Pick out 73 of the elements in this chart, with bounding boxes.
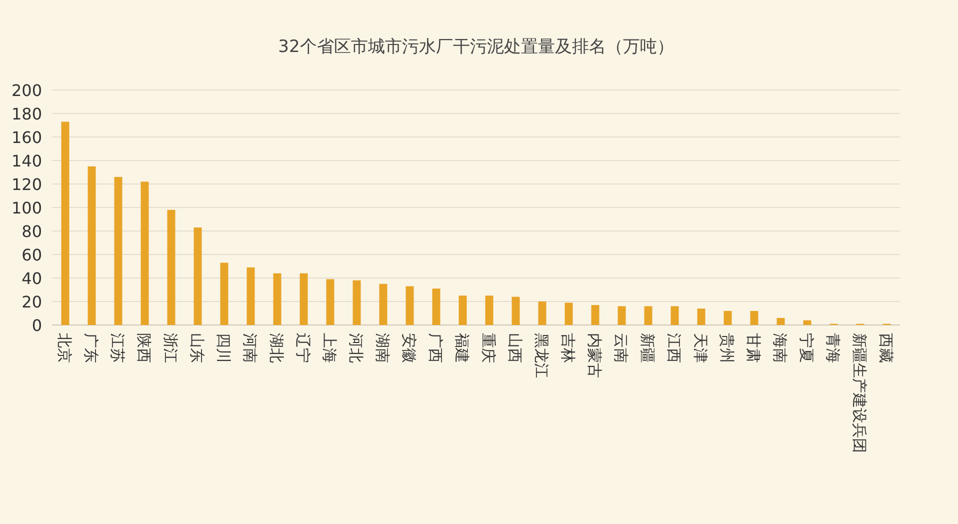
x-tick-label: 浙江 [161,333,180,363]
x-tick-label: 山东 [188,333,206,363]
bar [564,302,573,325]
x-tick-label: 海南 [770,333,789,363]
bar [194,227,202,325]
bar [88,166,96,325]
x-tick-label: 吉林 [558,333,577,363]
bar [512,296,520,325]
bar [432,288,440,325]
y-tick-label: 0 [32,316,42,335]
y-tick-label: 40 [22,269,42,288]
x-tick-label: 福建 [452,333,471,363]
bar [485,296,494,325]
x-tick-label: 湖南 [373,333,392,363]
x-tick-label: 湖北 [267,333,286,363]
bar [246,267,255,325]
x-tick-label: 上海 [320,333,338,363]
x-tick-label: 陕西 [134,333,153,363]
x-tick-label: 西藏 [876,333,895,363]
x-tick-label: 青海 [824,333,842,363]
bar [697,308,706,325]
y-tick-label: 100 [11,198,42,218]
y-tick-label: 80 [22,222,42,241]
bar [538,302,546,325]
bar [803,320,812,325]
x-tick-label: 河南 [240,333,259,363]
x-tick-label: 广西 [426,333,444,363]
bar [220,262,228,325]
bar [591,305,600,325]
x-tick-label: 黑龙江 [532,333,550,378]
x-tick-label: 天津 [691,333,710,363]
x-tick-label: 广东 [82,333,100,363]
x-tick-label: 江苏 [108,333,126,363]
y-tick-label: 200 [11,81,42,100]
bar [114,176,122,325]
x-tick-label: 贵州 [718,333,736,363]
x-tick-label: 甘肃 [744,333,762,363]
bar [406,286,414,325]
x-tick-label: 北京 [55,333,74,363]
bar [750,310,758,325]
y-tick-label: 20 [22,292,42,312]
x-tick-label: 河北 [346,333,365,363]
y-tick-label: 120 [11,175,42,194]
y-tick-label: 180 [11,104,42,124]
x-tick-label: 四川 [214,333,232,363]
bar [300,273,308,325]
chart-title: 32个省区市城市污水厂干污泥处置量及排名（万吨） [278,37,674,57]
x-tick-label: 内蒙古 [585,333,604,378]
bar [724,310,732,325]
bar [618,306,626,325]
x-tick-label: 新疆生产建设兵团 [850,333,868,453]
bar [167,210,176,325]
bar [140,182,149,325]
x-tick-label: 宁夏 [797,333,816,363]
x-tick-label: 云南 [612,333,630,363]
bar [61,122,70,325]
bar [379,284,388,325]
bar [326,279,334,325]
x-tick-label: 安徽 [400,333,418,363]
bar [352,280,361,325]
bar [644,306,652,325]
bar [458,296,467,325]
bar [273,273,282,325]
bar [776,318,785,325]
x-tick-label: 山西 [506,333,524,363]
y-tick-label: 60 [22,246,42,264]
x-tick-label: 江西 [664,333,683,363]
x-tick-label: 辽宁 [294,333,312,363]
x-tick-label: 重庆 [479,333,498,363]
x-tick-label: 新疆 [638,333,656,363]
y-tick-label: 160 [11,128,42,147]
y-tick-label: 140 [11,152,42,170]
bar [670,306,679,325]
